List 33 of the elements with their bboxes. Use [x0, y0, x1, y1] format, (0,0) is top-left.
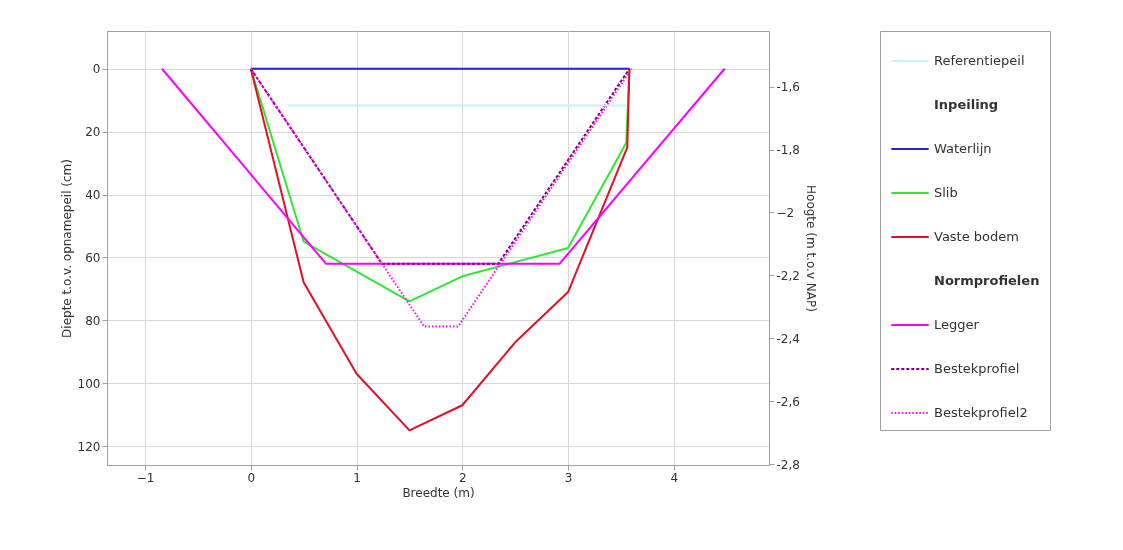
- x-tick-label: 3: [564, 470, 573, 485]
- x-tick-label: −1: [136, 470, 155, 485]
- y-tick-label: 60: [85, 250, 101, 265]
- legend-label: Referentiepeil: [934, 53, 1025, 68]
- y2-tick-label: -1,8: [776, 143, 800, 158]
- y-axis-title: Diepte t.o.v. opnamepeil (cm): [59, 159, 74, 338]
- y2-tick-label: -1,6: [776, 80, 800, 95]
- y2-tick-label: −2: [776, 205, 795, 220]
- text: Inpeiling: [934, 97, 999, 112]
- line-series: [249, 67, 631, 432]
- y2-tick-label: -2,8: [776, 457, 800, 472]
- y-tick-label: 40: [85, 188, 101, 203]
- y-tick-label: 80: [85, 313, 101, 328]
- legend-label: Bestekprofiel: [934, 361, 1020, 376]
- text: Normprofielen: [934, 273, 1040, 288]
- x-axis-title: Breedte (m): [402, 485, 475, 500]
- x-tick-label: 0: [247, 470, 256, 485]
- legend-label: Vaste bodem: [934, 229, 1019, 244]
- y2-tick-label: -2,6: [776, 394, 800, 409]
- y-tick-label: 120: [77, 439, 101, 454]
- y2-axis-title: Hoogte (m t.o.v NAP): [803, 185, 818, 312]
- y-tick-label: 100: [77, 376, 101, 391]
- legend-label: Bestekprofiel2: [934, 405, 1028, 420]
- y-tick-label: 0: [92, 62, 101, 77]
- legend-label: Waterlijn: [934, 141, 992, 156]
- y-tick-label: 20: [85, 125, 101, 140]
- x-tick-label: 4: [670, 470, 679, 485]
- y2-tick-label: -2,4: [776, 331, 800, 346]
- x-tick-label: 1: [353, 470, 361, 485]
- legend-label: Slib: [934, 185, 958, 200]
- legend-label: Legger: [934, 317, 980, 332]
- x-tick-label: 2: [459, 470, 467, 485]
- y2-tick-label: -2,2: [776, 268, 800, 283]
